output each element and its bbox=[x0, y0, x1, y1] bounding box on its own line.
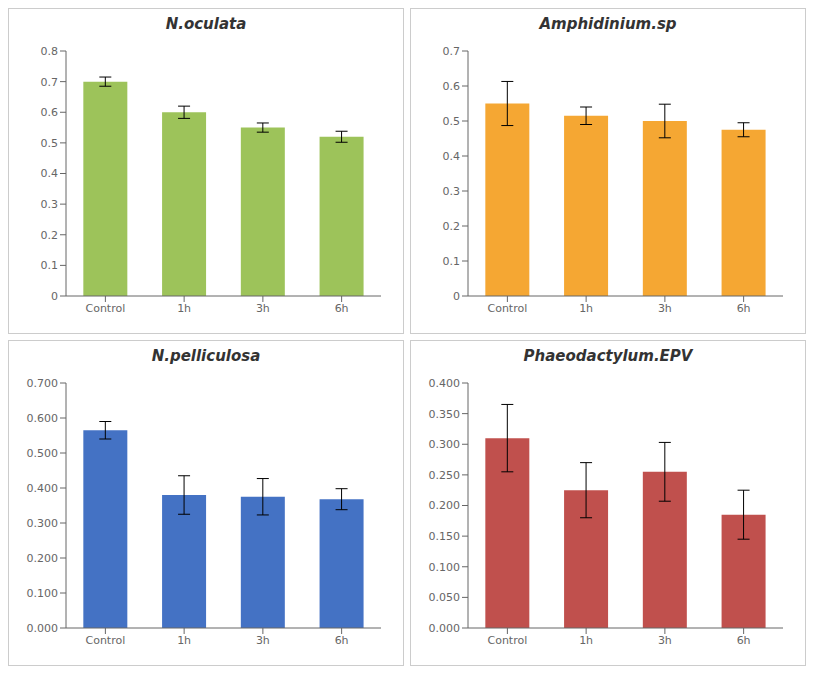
svg-text:3h: 3h bbox=[658, 634, 672, 647]
svg-text:0.350: 0.350 bbox=[429, 408, 461, 421]
svg-text:0.500: 0.500 bbox=[27, 447, 59, 460]
svg-text:0.250: 0.250 bbox=[429, 469, 461, 482]
svg-text:0.3: 0.3 bbox=[443, 185, 461, 198]
svg-text:3h: 3h bbox=[658, 302, 672, 315]
html-text:N.oculata: N.oculata bbox=[165, 15, 247, 33]
svg-text:1h: 1h bbox=[579, 634, 593, 647]
svg-text:0.200: 0.200 bbox=[27, 552, 59, 565]
svg-text:6h: 6h bbox=[335, 302, 349, 315]
svg-text:6h: 6h bbox=[737, 634, 751, 647]
svg-text:0.400: 0.400 bbox=[429, 377, 461, 390]
svg-text:3h: 3h bbox=[256, 302, 270, 315]
svg-text:0.4: 0.4 bbox=[41, 167, 59, 180]
svg-text:0.300: 0.300 bbox=[429, 438, 461, 451]
svg-text:0.7: 0.7 bbox=[443, 45, 461, 58]
svg-text:0.5: 0.5 bbox=[443, 115, 461, 128]
svg-text:0.1: 0.1 bbox=[41, 259, 59, 272]
svg-text:0.050: 0.050 bbox=[429, 591, 461, 604]
svg-text:0.1: 0.1 bbox=[443, 255, 461, 268]
svg-text:0.8: 0.8 bbox=[41, 45, 59, 58]
svg-text:0.2: 0.2 bbox=[443, 220, 461, 233]
svg-text:0.2: 0.2 bbox=[41, 229, 59, 242]
html-text:N.pelliculosa: N.pelliculosa bbox=[151, 347, 261, 365]
svg-text:1h: 1h bbox=[177, 302, 191, 315]
svg-text:0.000: 0.000 bbox=[429, 622, 461, 635]
svg-text:1h: 1h bbox=[579, 302, 593, 315]
svg-text:0.600: 0.600 bbox=[27, 412, 59, 425]
svg-text:Control: Control bbox=[487, 302, 527, 315]
svg-text:0.150: 0.150 bbox=[429, 530, 461, 543]
svg-text:0.6: 0.6 bbox=[443, 80, 461, 93]
svg-text:0.200: 0.200 bbox=[429, 499, 461, 512]
svg-text:0.700: 0.700 bbox=[27, 377, 59, 390]
svg-text:6h: 6h bbox=[737, 302, 751, 315]
svg-text:0.4: 0.4 bbox=[443, 150, 461, 163]
svg-text:0: 0 bbox=[453, 290, 460, 303]
html-text:Phaeodactylum.EPV: Phaeodactylum.EPV bbox=[523, 347, 693, 365]
svg-text:1h: 1h bbox=[177, 634, 191, 647]
svg-text:0.300: 0.300 bbox=[27, 517, 59, 530]
html-text:Amphidinium.sp: Amphidinium.sp bbox=[539, 15, 677, 33]
svg-text:0.6: 0.6 bbox=[41, 106, 59, 119]
svg-text:Control: Control bbox=[85, 302, 125, 315]
svg-text:0.000: 0.000 bbox=[27, 622, 59, 635]
svg-text:0.100: 0.100 bbox=[27, 587, 59, 600]
svg-text:3h: 3h bbox=[256, 634, 270, 647]
svg-text:0.3: 0.3 bbox=[41, 198, 59, 211]
svg-text:Control: Control bbox=[487, 634, 527, 647]
svg-text:6h: 6h bbox=[335, 634, 349, 647]
svg-text:0.7: 0.7 bbox=[41, 76, 59, 89]
svg-text:0.5: 0.5 bbox=[41, 137, 59, 150]
svg-text:0: 0 bbox=[51, 290, 58, 303]
svg-text:0.100: 0.100 bbox=[429, 561, 461, 574]
svg-text:0.400: 0.400 bbox=[27, 482, 59, 495]
svg-text:Control: Control bbox=[85, 634, 125, 647]
